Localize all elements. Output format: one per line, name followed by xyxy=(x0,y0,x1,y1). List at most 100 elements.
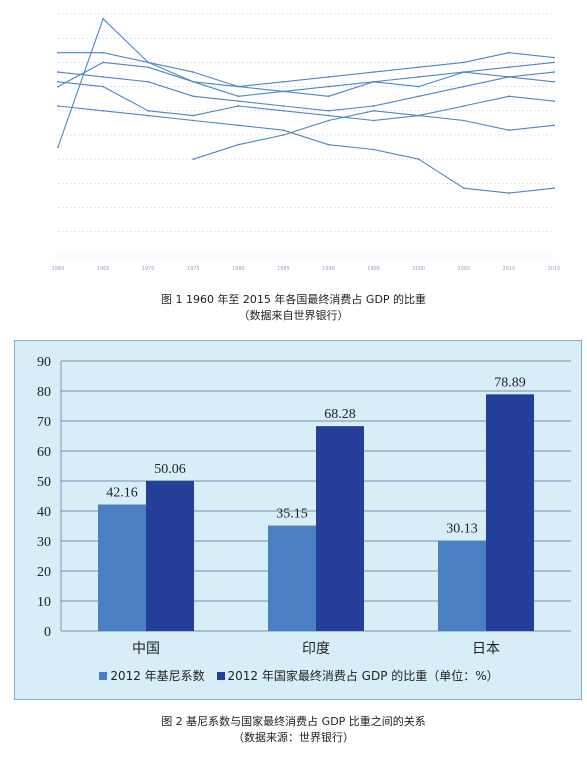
figure1-title: 图 1 1960 年至 2015 年各国最终消费占 GDP 的比重 xyxy=(160,293,427,306)
figure2-source: （数据来源：世界银行） xyxy=(233,731,354,744)
figure1-point xyxy=(282,105,285,107)
figure2-y-tick-label: 20 xyxy=(37,565,51,580)
figure1-point xyxy=(327,143,330,146)
figure2-bar-gini xyxy=(98,504,146,631)
legend-label-consumption: 2012 年国家最终消费占 GDP 的比重（单位：%） xyxy=(227,669,499,683)
figure1-point xyxy=(327,95,330,98)
figure1-point xyxy=(102,61,104,64)
figure1-point xyxy=(462,105,465,107)
figure1-point xyxy=(508,95,510,98)
figure1-x-tick-label: 1965 xyxy=(97,266,110,272)
figure2-caption: 图 2 基尼系数与国家最终消费占 GDP 比重之间的关系 （数据来源：世界银行） xyxy=(0,714,587,746)
figure1-line-chart: 1960 1965 1970 1975 1980 1985 1990 1995 2000 2005… xyxy=(44,6,568,282)
figure1-source: （数据来自世界银行） xyxy=(238,309,349,322)
figure1-point xyxy=(282,109,285,112)
figure2-bar-gini xyxy=(438,540,486,631)
figure2-y-tick-label: 90 xyxy=(37,355,51,370)
figure1-point xyxy=(508,66,510,69)
figure2-bar-consumption xyxy=(146,480,194,631)
figure1-x-tick-label: 1980 xyxy=(232,266,245,272)
figure2-y-tick-label: 60 xyxy=(37,445,51,460)
figure2-panel: 0 10 20 30 40 50 60 70 80 90 42.16 50.06 中国 35.15 68.2… xyxy=(14,340,582,700)
figure1-point xyxy=(417,158,420,161)
legend-item-consumption: 2012 年国家最终消费占 GDP 的比重（单位：%） xyxy=(216,669,499,683)
figure1-point xyxy=(57,105,59,107)
figure1-point xyxy=(372,119,375,122)
figure1-point xyxy=(237,124,240,127)
figure1-point xyxy=(553,61,555,64)
figure2-y-tick-label: 0 xyxy=(44,625,51,640)
figure1-point xyxy=(282,134,285,136)
figure1-point xyxy=(282,80,285,83)
figure2-category-label: 日本 xyxy=(472,641,500,657)
figure1-point xyxy=(147,80,150,83)
figure1-point xyxy=(237,105,240,107)
figure1-x-tick-label: 1985 xyxy=(277,266,290,272)
figure1-x-tick-label: 2005 xyxy=(457,266,470,272)
figure1-point xyxy=(147,61,150,64)
figure2-y-tick-label: 80 xyxy=(37,385,51,400)
figure1-point xyxy=(462,187,465,190)
figure2-bar-gini xyxy=(268,525,316,631)
figure2-title: 图 2 基尼系数与国家最终消费占 GDP 比重之间的关系 xyxy=(161,715,426,728)
figure1-point xyxy=(417,76,420,78)
figure1-point xyxy=(147,66,150,69)
figure1-point xyxy=(192,114,195,117)
figure1-point xyxy=(147,109,150,112)
figure1-point xyxy=(327,114,330,117)
figure1-point xyxy=(102,109,104,112)
figure1-background xyxy=(44,6,568,282)
figure1-point xyxy=(372,148,375,151)
figure1-point xyxy=(192,119,195,122)
figure2-y-tick-label: 50 xyxy=(37,475,51,490)
figure2-bar-consumption xyxy=(486,394,534,631)
figure1-x-tick-label: 2000 xyxy=(412,266,425,272)
figure1-point xyxy=(102,76,104,78)
figure1-point xyxy=(417,66,420,69)
figure1-x-tick-label: 1960 xyxy=(52,266,65,272)
figure1-point xyxy=(282,90,285,93)
figure2-bar-chart: 0 10 20 30 40 50 60 70 80 90 42.16 50.06 中国 35.15 68.2… xyxy=(37,355,571,657)
figure1-series-line-2 xyxy=(57,61,555,97)
figure1-series-line-0 xyxy=(57,18,555,148)
figure1-point xyxy=(57,85,59,88)
figure1-point xyxy=(327,109,330,112)
figure1-point xyxy=(462,61,465,64)
figure1-point xyxy=(327,76,330,78)
figure1-point xyxy=(147,114,150,117)
figure1-point xyxy=(102,85,104,88)
figure1-point xyxy=(508,76,510,78)
figure1-point xyxy=(553,187,555,190)
figure1-point xyxy=(553,124,555,127)
figure1-point xyxy=(417,85,420,88)
figure1-point xyxy=(237,100,240,103)
figure2-data-label: 50.06 xyxy=(154,462,186,477)
figure1-point xyxy=(192,95,195,98)
figure1-point xyxy=(462,85,465,88)
figure1-point xyxy=(327,119,330,122)
figure1-point xyxy=(553,71,555,73)
figure1-point xyxy=(508,129,510,132)
figure2-y-tick-label: 40 xyxy=(37,505,51,520)
figure1-point xyxy=(327,85,330,88)
figure1-point xyxy=(553,56,555,59)
figure1-point xyxy=(372,105,375,107)
figure1-series-line-1 xyxy=(58,52,555,88)
figure1-point xyxy=(192,71,195,73)
figure2-y-tick-label: 70 xyxy=(37,415,51,430)
figure1-point xyxy=(372,109,375,112)
figure1-series-line-6 xyxy=(57,105,555,194)
figure2-data-label: 78.89 xyxy=(494,375,526,390)
figure2-category-label: 中国 xyxy=(132,641,160,657)
figure1-point xyxy=(417,114,420,117)
figure1-x-tick-label: 1975 xyxy=(187,266,200,272)
figure1-point xyxy=(282,129,285,132)
figure1-point xyxy=(417,95,420,98)
figure1-point xyxy=(508,192,510,194)
legend-item-gini: 2012 年基尼系数 xyxy=(99,669,205,683)
figure1-series-line-4 xyxy=(57,81,555,122)
figure1-point xyxy=(192,80,195,83)
figure1-x-tick-label: 2015 xyxy=(548,266,561,272)
legend-label-gini: 2012 年基尼系数 xyxy=(110,669,205,683)
figure2-bar-consumption xyxy=(316,426,364,631)
